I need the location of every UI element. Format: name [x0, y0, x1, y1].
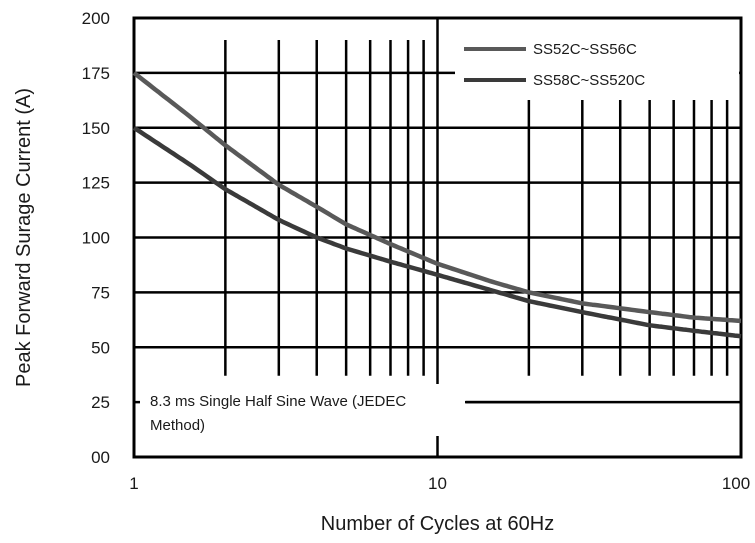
y-tick-label: 25 [91, 393, 110, 412]
plot-border [132, 16, 743, 459]
y-tick-label: 75 [91, 283, 110, 302]
y-tick-label: 200 [82, 9, 110, 28]
annotation-line-1: 8.3 ms Single Half Sine Wave (JEDEC [150, 393, 406, 410]
x-tick-labels: 1 10 100 [129, 474, 750, 493]
x-tick-label: 1 [129, 474, 138, 493]
annotation-line-2: Method) [150, 417, 205, 434]
y-tick-label: 150 [82, 119, 110, 138]
y-tick-label: 50 [91, 338, 110, 357]
y-tick-labels: 00 25 50 75 100 125 150 175 200 [82, 9, 110, 467]
y-tick-label: 100 [82, 229, 110, 248]
series-layer [132, 71, 742, 339]
y-tick-label: 175 [82, 64, 110, 83]
x-tick-label: 100 [722, 474, 750, 493]
legend-label-1: SS52C~SS56C [533, 41, 637, 58]
series-line-1 [132, 71, 742, 324]
y-tick-label: 00 [91, 448, 110, 467]
y-tick-label: 125 [82, 174, 110, 193]
legend-label-2: SS58C~SS520C [533, 72, 645, 89]
x-tick-label: 10 [428, 474, 447, 493]
legend: SS52C~SS56C SS58C~SS520C [464, 41, 645, 89]
series-line-2 [132, 125, 742, 339]
y-axis-label: Peak Forward Surage Current (A) [13, 88, 35, 387]
annotation-box [140, 384, 465, 436]
x-axis-label: Number of Cycles at 60Hz [321, 513, 554, 535]
legend-box [455, 30, 739, 100]
